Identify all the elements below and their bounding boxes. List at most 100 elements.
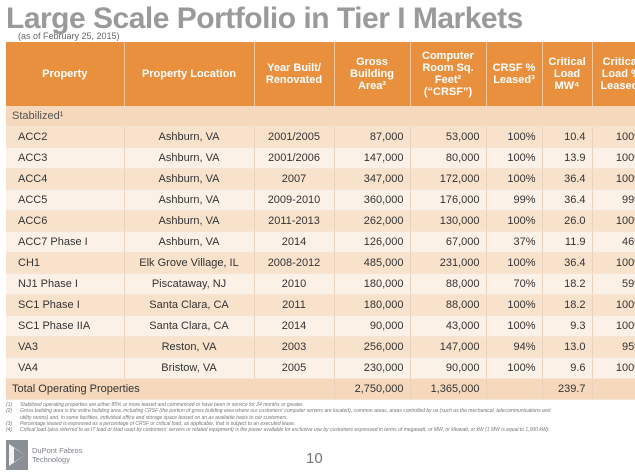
table-cell: ACC5 — [6, 189, 125, 211]
table-cell: 88,000 — [410, 273, 487, 295]
table-cell: Ashburn, VA — [124, 126, 255, 148]
table-cell: 100% — [592, 147, 635, 169]
table-cell: 2001/2005 — [254, 126, 335, 148]
table-cell: 100% — [592, 168, 635, 190]
table-cell: 36.4 — [542, 252, 593, 274]
page-title: Large Scale Portfolio in Tier I Markets — [6, 2, 523, 35]
table-cell: 2014 — [254, 315, 335, 337]
table-cell: 46% — [592, 231, 635, 253]
table-cell: 18.2 — [542, 273, 593, 295]
table-cell: 126,000 — [334, 231, 411, 253]
table-cell: 13.9 — [542, 147, 593, 169]
table-cell: SC1 Phase I — [6, 294, 125, 316]
table-cell: ACC3 — [6, 147, 125, 169]
table-cell: 18.2 — [542, 294, 593, 316]
total-empty — [486, 378, 543, 400]
table-cell: 347,000 — [334, 168, 411, 190]
logo-mark-icon — [6, 440, 28, 470]
column-header: Year Built/ Renovated — [254, 42, 335, 106]
footnote-text: utility rooms) and, in some facilities, … — [20, 414, 288, 421]
table-cell: 36.4 — [542, 189, 593, 211]
table-cell: 2014 — [254, 231, 335, 253]
footnote-number: (1) — [6, 402, 13, 408]
company-logo: DuPont Fabros Technology — [6, 440, 96, 472]
table-cell: 485,000 — [334, 252, 411, 274]
table-cell: 2003 — [254, 336, 335, 358]
logo-line-1: DuPont Fabros — [32, 446, 83, 455]
footnote-text: Stabilized operating properties are eith… — [20, 402, 304, 408]
column-header: Critical Load MW⁴ — [542, 42, 593, 106]
footnote-number: (2) — [6, 408, 13, 415]
table-row: NJ1 Phase I Piscataway, NJ 2010 180,000 88,0… — [6, 273, 635, 295]
table-cell: 360,000 — [334, 189, 411, 211]
table-cell: 9.3 — [542, 315, 593, 337]
table-cell: Elk Grove Village, IL — [124, 252, 255, 274]
table-cell: 43,000 — [410, 315, 487, 337]
table-cell: 231,000 — [410, 252, 487, 274]
footnote: utility rooms) and, in some facilities, … — [6, 415, 630, 421]
footnote-text: Gross building area is the entire buildi… — [20, 408, 551, 415]
table-cell: Ashburn, VA — [124, 147, 255, 169]
table-cell: 88,000 — [410, 294, 487, 316]
table-cell: 11.9 — [542, 231, 593, 253]
column-header: CRSF % Leased³ — [486, 42, 543, 106]
table-cell: 100% — [486, 315, 543, 337]
table-row: ACC2 Ashburn, VA 2001/2005 87,000 53,000 100%… — [6, 126, 635, 148]
footnote: (3) Percentage leased is expressed as a p… — [6, 421, 630, 427]
table-cell: 36.4 — [542, 168, 593, 190]
footnote: (2) Gross building area is the entire bui… — [6, 408, 630, 414]
table-row: CH1 Elk Grove Village, IL 2008-2012 485,000… — [6, 252, 635, 274]
table-cell: 100% — [592, 210, 635, 232]
table-row: ACC3 Ashburn, VA 2001/2006 147,000 80,000 100… — [6, 147, 635, 169]
table-cell: Ashburn, VA — [124, 189, 255, 211]
footnote-text: Critical load (also referred to as IT lo… — [20, 427, 550, 434]
as-of-date: (as of February 25, 2015) — [18, 31, 120, 41]
table-cell: 2011-2013 — [254, 210, 335, 232]
table-cell: Santa Clara, CA — [124, 315, 255, 337]
total-critical-load: 239.7 — [542, 378, 593, 400]
table-cell: Ashburn, VA — [124, 168, 255, 190]
column-header: Property Location — [124, 42, 255, 106]
table-row: VA3 Reston, VA 2003 256,000 147,000 94% 13.0 95… — [6, 336, 635, 358]
table-cell: 90,000 — [410, 357, 487, 379]
table-cell: 2005 — [254, 357, 335, 379]
table-cell: 100% — [592, 294, 635, 316]
table-cell: Bristow, VA — [124, 357, 255, 379]
table-cell: 100% — [592, 252, 635, 274]
table-cell: 90,000 — [334, 315, 411, 337]
table-cell: 87,000 — [334, 126, 411, 148]
column-header: Gross Building Area² — [334, 42, 411, 106]
table-cell: Piscataway, NJ — [124, 273, 255, 295]
table-cell: CH1 — [6, 252, 125, 274]
table-cell: 2009-2010 — [254, 189, 335, 211]
table-header-row: Property Property Location Year Built/ Ren… — [6, 42, 635, 106]
table-cell: 2011 — [254, 294, 335, 316]
table-row: VA4 Bristow, VA 2005 230,000 90,000 100% 9.6 10… — [6, 357, 635, 379]
table-cell: NJ1 Phase I — [6, 273, 125, 295]
table-cell: 256,000 — [334, 336, 411, 358]
table-body: Stabilized¹ ACC2 Ashburn, VA 2001/2005 87,0… — [6, 106, 635, 400]
table-cell: 53,000 — [410, 126, 487, 148]
table-cell: Ashburn, VA — [124, 231, 255, 253]
table-cell: 100% — [486, 294, 543, 316]
total-empty — [592, 378, 635, 400]
table-cell: 176,000 — [410, 189, 487, 211]
column-header: Computer Room Sq. Feet² (“CRSF”) — [410, 42, 487, 106]
table-cell: 100% — [592, 315, 635, 337]
logo-line-2: Technology — [32, 455, 70, 464]
column-header: Critical Load % Leased³ — [592, 42, 635, 106]
table-cell: 13.0 — [542, 336, 593, 358]
footnotes: (1) Stabilized operating properties are e… — [6, 402, 630, 433]
page-number: 10 — [306, 450, 323, 467]
table-row: ACC5 Ashburn, VA 2009-2010 360,000 176,000 99… — [6, 189, 635, 211]
table-cell: 100% — [486, 147, 543, 169]
table-cell: 80,000 — [410, 147, 487, 169]
table-cell: Santa Clara, CA — [124, 294, 255, 316]
table-cell: 2001/2006 — [254, 147, 335, 169]
table-cell: ACC6 — [6, 210, 125, 232]
table-cell: 94% — [486, 336, 543, 358]
table-cell: 147,000 — [410, 336, 487, 358]
table-cell: 26.0 — [542, 210, 593, 232]
table-cell: 2010 — [254, 273, 335, 295]
column-header: Property — [6, 42, 125, 106]
